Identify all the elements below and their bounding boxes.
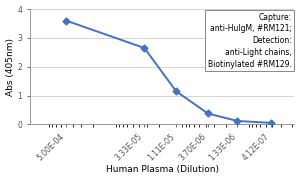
Y-axis label: Abs (405nm): Abs (405nm) — [6, 38, 15, 96]
X-axis label: Human Plasma (Dilution): Human Plasma (Dilution) — [106, 165, 219, 174]
Text: Capture:
anti-HuIgM, #RM121;
Detection:
anti-Light chains,
Biotinylated #RM129.: Capture: anti-HuIgM, #RM121; Detection: … — [208, 13, 292, 69]
